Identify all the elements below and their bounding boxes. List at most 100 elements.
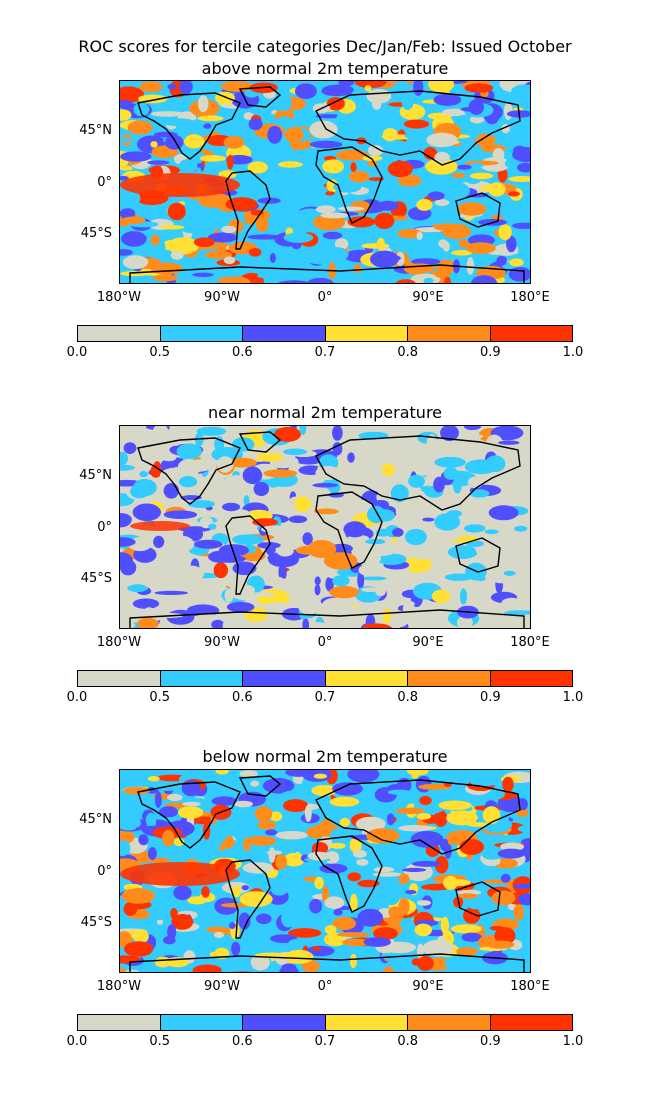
score-patch [354, 81, 387, 89]
score-patch [312, 483, 338, 488]
score-patch [133, 102, 150, 117]
score-patch [295, 545, 323, 555]
score-patch [404, 528, 427, 546]
colorbar-tick-label: 0.0 [66, 345, 88, 360]
score-patch [387, 160, 413, 178]
score-patch [231, 509, 251, 522]
colorbar-tick-label: 0.9 [479, 345, 501, 360]
score-patch [154, 956, 172, 968]
score-patch [410, 611, 438, 628]
score-patch [269, 253, 276, 263]
score-patch [179, 217, 202, 234]
score-patch [123, 137, 131, 143]
score-patch [302, 618, 310, 628]
score-patch [267, 125, 283, 144]
score-patch [470, 779, 498, 787]
score-patch [256, 913, 272, 925]
score-patch [393, 81, 411, 93]
latitude-tick-label: 45°N [79, 812, 112, 827]
score-patch [153, 569, 169, 583]
score-patch [402, 867, 427, 872]
score-patch [403, 863, 433, 881]
score-patch [167, 924, 177, 940]
score-patch [159, 239, 166, 256]
score-patch [314, 584, 321, 596]
score-patch [447, 545, 478, 559]
score-patch [307, 277, 334, 283]
score-patch [318, 186, 328, 198]
score-patch [195, 614, 221, 621]
longitude-tick-label: 0° [317, 635, 333, 650]
score-patch [418, 783, 452, 790]
score-patch [154, 791, 162, 808]
score-patch [294, 496, 312, 512]
score-patch [508, 176, 530, 182]
colorbar-segment [243, 671, 326, 686]
score-patch [494, 927, 516, 945]
coastline [238, 431, 282, 453]
score-patch [453, 481, 462, 494]
score-patch [514, 525, 528, 532]
longitude-tick-label: 180°W [96, 635, 142, 650]
score-patch [349, 953, 357, 969]
score-patch [377, 454, 395, 465]
score-patch [139, 81, 163, 92]
score-patch [470, 275, 498, 283]
score-patch [184, 134, 205, 149]
score-patch [324, 247, 349, 262]
score-patch [250, 780, 260, 787]
score-patch [192, 964, 222, 972]
score-patch [464, 524, 486, 533]
longitude-tick-label: 90°W [204, 290, 240, 305]
score-patch [428, 81, 455, 93]
score-patch [508, 191, 520, 197]
colorbar [77, 670, 573, 687]
score-patch [509, 258, 524, 267]
colorbar-tick-label: 0.7 [314, 345, 336, 360]
score-patch [121, 216, 146, 225]
score-patch [480, 845, 504, 860]
coastline [225, 515, 271, 595]
score-patch [315, 466, 341, 480]
colorbar-segment [160, 326, 243, 341]
score-patch [120, 151, 152, 162]
score-patch [464, 459, 498, 475]
score-patch [165, 135, 184, 150]
score-patch [470, 162, 484, 168]
score-patch [147, 847, 157, 860]
score-patch [274, 426, 301, 442]
score-patch [411, 258, 441, 265]
score-patch [353, 849, 367, 858]
coastline [315, 779, 521, 855]
score-patch [469, 489, 490, 498]
coastline [225, 170, 271, 250]
score-patch [405, 890, 417, 895]
panel-title: above normal 2m temperature [201, 59, 449, 78]
panel-title: below normal 2m temperature [202, 747, 448, 766]
colorbar-tick-label: 0.0 [66, 690, 88, 705]
coastline [129, 264, 525, 283]
score-patch [419, 230, 443, 239]
score-patch [325, 191, 335, 196]
colorbar-tick-label: 0.5 [149, 690, 170, 705]
score-patch [355, 816, 386, 832]
score-patch [254, 806, 273, 822]
score-patch [309, 898, 323, 914]
score-patch [242, 466, 263, 485]
score-patch [467, 895, 481, 910]
score-patch [427, 191, 445, 201]
score-patch [434, 271, 451, 278]
longitude-tick-label: 90°W [204, 979, 240, 994]
score-patch [416, 199, 433, 211]
score-patch [403, 119, 430, 129]
score-patch [178, 159, 198, 174]
longitude-tick-label: 180°E [510, 290, 550, 305]
score-patch [226, 601, 255, 613]
score-patch [297, 918, 305, 924]
score-patch [497, 848, 525, 859]
score-patch [308, 622, 328, 628]
score-patch [436, 259, 457, 274]
score-patch [153, 535, 165, 548]
score-patch [333, 181, 362, 193]
score-patch [452, 172, 466, 178]
